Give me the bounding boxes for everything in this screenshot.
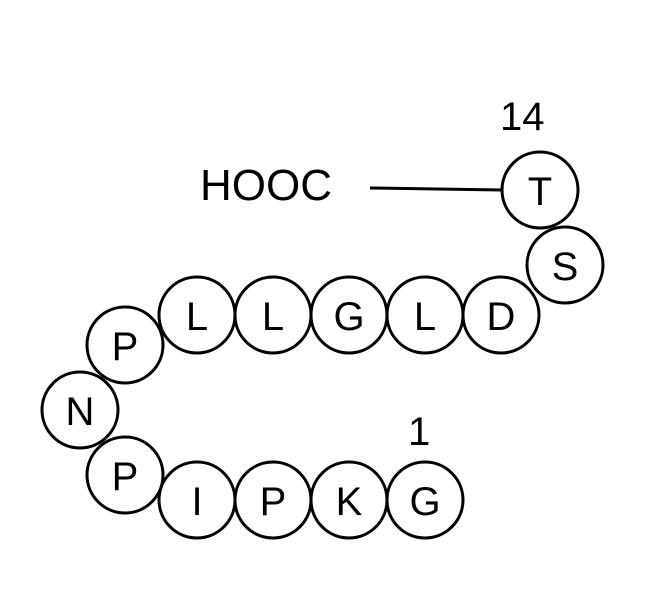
residue-2: K [311,462,387,538]
residue-letter: I [191,480,202,524]
peptide-diagram: HOOC GKPIPNPLLGLDST 114 [0,0,665,589]
residue-letter: P [260,480,287,524]
residue-letter: K [336,480,363,524]
residue-14: T [502,152,578,228]
residue-9: L [235,277,311,353]
residue-5: P [87,437,163,513]
residue-letter: N [66,390,95,434]
residue-letter: P [112,325,139,369]
residue-letter: P [112,455,139,499]
c-terminal-label: HOOC [200,161,332,210]
residue-8: L [159,277,235,353]
residue-1: G [387,462,463,538]
residue-letter: L [186,295,208,339]
annotations-group: 1 14 [408,95,545,454]
residue-11: L [387,277,463,353]
position-label: 1 [408,410,430,454]
residue-letter: G [333,295,364,339]
residue-letter: T [528,170,552,214]
residue-6: N [42,372,118,448]
residue-letter: L [414,295,436,339]
position-label: 14 [500,95,545,139]
residue-letter: D [487,295,516,339]
residue-letter: L [262,295,284,339]
residue-4: I [159,462,235,538]
residue-12: D [463,277,539,353]
residue-3: P [235,462,311,538]
residue-10: G [311,277,387,353]
residue-7: P [87,307,163,383]
residue-letter: S [552,245,579,289]
c-terminal-connector [370,188,502,190]
residue-letter: G [409,480,440,524]
residue-13: S [527,227,603,303]
